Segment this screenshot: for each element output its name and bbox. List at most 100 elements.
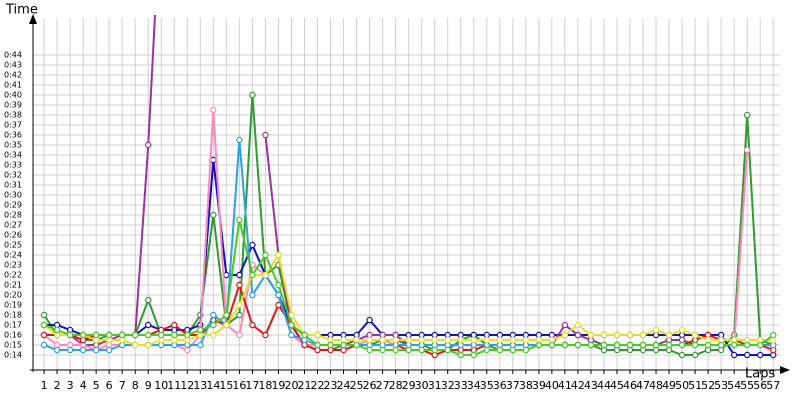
data-point (197, 341, 204, 349)
x-tick-label: 39 (532, 379, 546, 392)
data-point (210, 311, 217, 319)
data-point (509, 346, 517, 354)
y-tick-label: 0:20 (4, 291, 22, 300)
data-point (496, 336, 503, 344)
data-point (262, 271, 269, 279)
x-tick-label: 4 (80, 379, 87, 392)
x-tick-label: 49 (662, 379, 676, 392)
data-point (79, 331, 87, 339)
data-point (145, 341, 152, 349)
y-tick-label: 0:37 (4, 121, 22, 130)
x-tick-label: 21 (297, 379, 311, 392)
data-point (236, 216, 243, 224)
data-point (236, 271, 243, 279)
x-tick-label: 56 (753, 379, 767, 392)
data-point (40, 331, 48, 339)
x-tick-label: 53 (714, 379, 728, 392)
data-point (379, 346, 386, 354)
data-point (145, 331, 152, 339)
data-point (92, 346, 100, 354)
data-point (730, 341, 738, 349)
data-point (223, 321, 230, 329)
x-tick-label: 33 (454, 379, 468, 392)
x-tick-label: 18 (258, 379, 272, 392)
data-point (600, 341, 608, 349)
x-tick-label: 55 (740, 379, 754, 392)
x-tick-label: 25 (350, 379, 364, 392)
x-tick-label: 44 (597, 379, 611, 392)
data-point (587, 341, 595, 349)
data-point (652, 326, 660, 334)
data-point (561, 321, 569, 329)
data-point (314, 331, 321, 339)
data-point (249, 241, 256, 249)
data-point (314, 341, 321, 349)
data-point (613, 331, 621, 339)
data-point (353, 341, 360, 349)
data-point (105, 346, 113, 354)
data-point (327, 341, 334, 349)
data-point (691, 341, 699, 349)
y-tick-label: 0:31 (4, 181, 22, 190)
data-point (105, 331, 113, 339)
x-tick-label: 9 (145, 379, 152, 392)
data-point (249, 271, 256, 279)
data-point (340, 341, 347, 349)
data-point (678, 326, 686, 334)
data-point (483, 346, 490, 354)
x-tick-label: 54 (727, 379, 741, 392)
data-point (743, 351, 751, 359)
data-point (418, 346, 425, 354)
y-tick-label: 0:27 (4, 221, 22, 230)
x-tick-label: 36 (493, 379, 507, 392)
data-point (210, 321, 217, 329)
data-point (613, 341, 621, 349)
data-point (66, 331, 74, 339)
data-point (574, 331, 582, 339)
data-point (678, 351, 686, 359)
data-point (457, 351, 464, 359)
y-tick-label: 0:43 (4, 61, 22, 70)
data-point (236, 281, 243, 289)
data-point (197, 326, 204, 334)
data-point (470, 336, 477, 344)
data-point (366, 346, 373, 354)
data-point (757, 351, 764, 359)
x-tick-label: 6 (106, 379, 113, 392)
data-point (249, 291, 256, 299)
y-tick-label: 0:34 (4, 151, 22, 160)
y-tick-label: 0:40 (4, 91, 22, 100)
data-point (379, 336, 386, 344)
data-point (236, 136, 243, 144)
data-point (522, 346, 530, 354)
y-tick-label: 0:33 (4, 161, 22, 170)
data-point (275, 251, 282, 259)
data-point (366, 336, 373, 344)
x-tick-label: 43 (584, 379, 598, 392)
data-point (457, 336, 464, 344)
data-point (431, 346, 438, 354)
data-point (743, 341, 751, 349)
data-point (691, 351, 699, 359)
x-tick-label: 12 (180, 379, 194, 392)
y-tick-label: 0:23 (4, 261, 22, 270)
data-point (561, 341, 569, 349)
x-tick-label: 22 (311, 379, 325, 392)
data-point (223, 271, 230, 279)
x-tick-label: 16 (232, 379, 246, 392)
data-point (262, 251, 269, 259)
x-tick-label: 32 (441, 379, 455, 392)
x-tick-label: 5 (93, 379, 100, 392)
data-point (288, 331, 295, 339)
data-point (249, 321, 256, 329)
x-tick-label: 13 (193, 379, 207, 392)
data-point (275, 281, 282, 289)
y-tick-label: 0:25 (4, 241, 22, 250)
data-point (757, 341, 764, 349)
data-point (405, 336, 412, 344)
data-point (236, 331, 243, 339)
y-axis-title: Time (5, 3, 38, 18)
data-point (639, 341, 647, 349)
data-point (210, 211, 217, 219)
x-tick-label: 40 (545, 379, 559, 392)
